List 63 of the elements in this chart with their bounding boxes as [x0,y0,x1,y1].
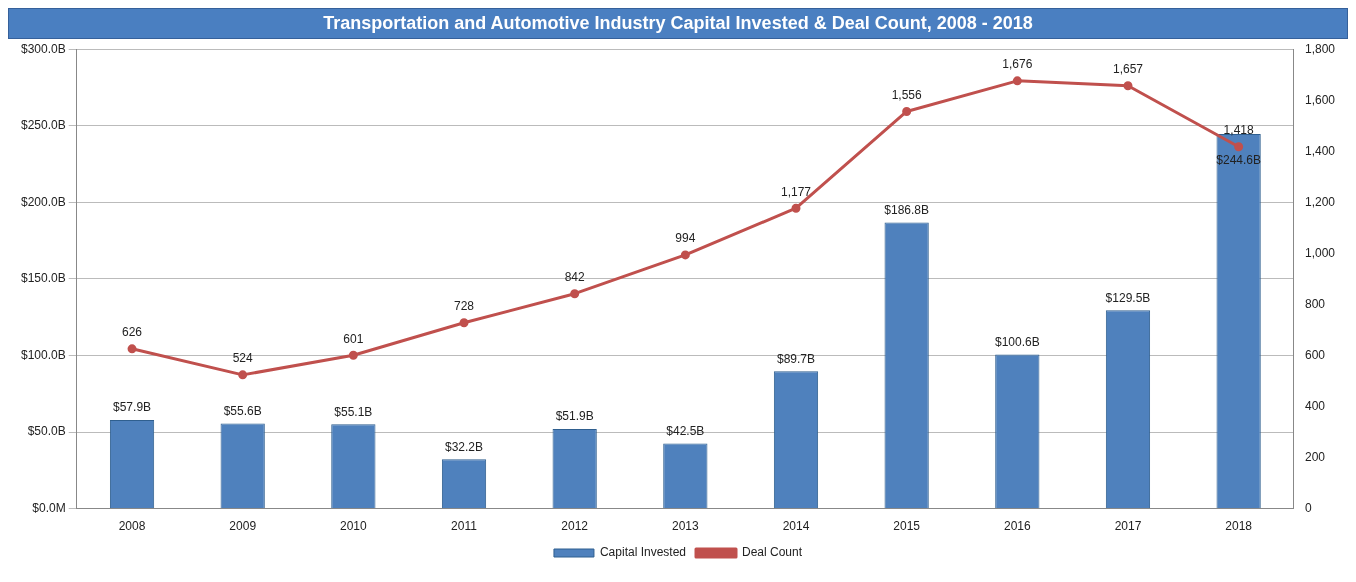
x-tick-label: 2014 [782,519,810,534]
x-tick-label: 2012 [561,519,589,534]
y-tick-label: $300.0B [20,41,66,56]
y-tick-label: $200.0B [20,194,66,209]
point [791,203,801,213]
point [127,344,137,354]
x-tick-label: 2013 [671,519,700,534]
y2-tick-label: 1,400 [1304,143,1336,158]
data-label: $32.2B [444,439,484,454]
data-label: 1,177 [780,184,812,199]
y2-tick-label: 400 [1304,398,1326,413]
data-label: $55.1B [334,404,373,419]
y-tick-label: $250.0B [20,118,66,133]
data-label: $42.5B [666,423,705,438]
point [1234,142,1244,152]
y-tick-label: $100.0B [20,347,66,362]
x-tick-label: 2016 [1003,519,1031,534]
point [348,350,358,360]
point [1123,81,1133,91]
y2-tick-label: 1,200 [1304,194,1336,209]
data-label: 601 [343,331,364,346]
y-tick-label: $50.0B [27,424,66,439]
data-label: $55.6B [223,403,262,418]
data-label: 842 [564,270,586,285]
point [570,289,580,299]
data-label: 1,556 [891,87,922,102]
x-tick-label: 2010 [340,519,368,534]
y2-tick-label: 600 [1304,347,1326,362]
legend-label: Deal Count [742,545,803,560]
data-label: 524 [232,351,254,366]
data-label: $100.6B [994,334,1040,349]
y2-tick-label: 1,800 [1304,41,1336,56]
data-label: $129.5B [1105,290,1151,305]
y-tick-label: $150.0B [20,271,66,286]
x-tick-label: 2011 [451,519,478,534]
x-tick-label: 2015 [893,519,921,534]
y-tick-label: $0.0M [32,500,66,515]
data-label: 728 [454,299,475,314]
y2-tick-label: 1,000 [1304,245,1336,260]
y2-tick-label: 0 [1304,500,1312,515]
data-label: 1,418 [1223,123,1254,138]
point [1012,76,1022,86]
chart-title: Transportation and Automotive Industry Capital Invested & Deal Count, 2008 - 2018 [8,8,1348,39]
point [238,370,248,380]
y2-tick-label: 200 [1304,449,1326,464]
y2-tick-label: 800 [1304,296,1326,311]
y2-tick-label: 1,600 [1304,92,1336,107]
data-label: 994 [675,231,696,246]
legend-label: Capital Invested [599,545,687,560]
x-tick-label: 2008 [118,519,146,534]
x-tick-label: 2018 [1225,519,1253,534]
data-label: 1,676 [1002,57,1033,72]
x-tick-label: 2017 [1114,519,1142,534]
data-label: $51.9B [555,409,594,424]
data-label: $89.7B [776,351,816,366]
point [680,250,690,260]
data-label: $57.9B [113,400,152,415]
data-label: 626 [122,325,143,340]
point [459,318,469,328]
data-label: 1,657 [1112,62,1144,77]
x-tick-label: 2009 [229,519,257,534]
data-label: $186.8B [884,202,930,217]
point [902,106,912,116]
